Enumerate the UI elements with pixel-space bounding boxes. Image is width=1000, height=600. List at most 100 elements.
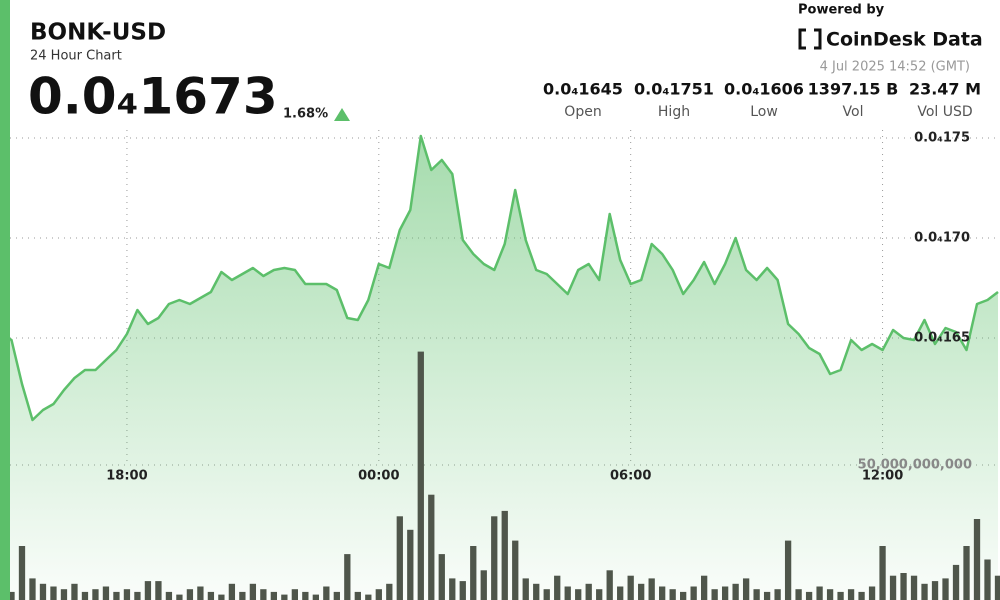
volume-bar <box>270 591 278 600</box>
powered-by: Powered by <box>798 3 885 18</box>
volume-bar <box>375 589 382 600</box>
volume-bar <box>228 583 236 600</box>
volume-bar <box>732 583 739 600</box>
stat-value: 23.47 M <box>909 80 981 99</box>
change: 1.68% <box>283 107 328 122</box>
volume-bar <box>197 586 204 600</box>
y-tick-label: 0.0₄175 <box>914 131 970 146</box>
volume-bar <box>889 575 897 600</box>
brand-icon <box>798 28 822 50</box>
volume-bar <box>795 589 802 600</box>
volume-bar <box>333 591 340 600</box>
volume-bar <box>669 589 676 600</box>
volume-bar <box>837 591 844 600</box>
volume-bar <box>344 554 351 600</box>
volume-bar <box>700 575 708 600</box>
volume-bar <box>690 586 697 600</box>
volume-bar <box>396 516 403 600</box>
volume-bar <box>554 575 561 600</box>
volume-bar <box>606 570 613 600</box>
volume-bar <box>711 589 718 600</box>
volume-bar <box>659 586 666 600</box>
volume-bar <box>721 586 729 600</box>
volume-bar <box>8 591 15 600</box>
stats: 0.0₄1645 Open 0.0₄1751 High 0.0₄1606 Low 1397.… <box>543 80 981 121</box>
volume-bar <box>910 575 918 600</box>
subtitle: 24 Hour Chart <box>30 49 122 64</box>
volume-bar <box>680 591 687 600</box>
volume-bar <box>858 591 865 600</box>
volume-bar <box>239 591 246 600</box>
volume-bar <box>900 573 907 600</box>
volume-bar <box>60 589 68 600</box>
volume-bar <box>218 594 225 600</box>
volume-bar <box>921 583 928 600</box>
stat-label: High <box>658 104 690 120</box>
x-tick-label: 18:00 <box>106 469 147 484</box>
volume-bar <box>155 581 162 600</box>
stat-label: Vol USD <box>917 104 972 120</box>
x-tick-label: 12:00 <box>862 469 903 484</box>
volume-bar <box>596 589 603 600</box>
volume-bar <box>354 591 361 600</box>
volume-bar <box>260 589 267 600</box>
volume-bar <box>994 575 1000 600</box>
volume-bar <box>648 578 655 600</box>
volume-bar <box>18 546 26 600</box>
brand: CoinDesk Data <box>826 29 983 51</box>
volume-bar <box>386 583 393 600</box>
volume-bar <box>407 529 414 600</box>
volume-bar <box>323 586 330 600</box>
volume-bar <box>522 578 529 600</box>
x-tick-label: 06:00 <box>610 469 651 484</box>
volume-bar <box>113 591 120 600</box>
volume-bar <box>459 581 466 600</box>
volume-bar <box>249 583 257 600</box>
volume-bar <box>826 589 834 600</box>
volume-bar <box>952 564 960 600</box>
volume-bar <box>963 546 970 600</box>
volume-bar <box>742 578 750 600</box>
volume-bar <box>186 589 194 600</box>
x-tick-label: 00:00 <box>358 469 399 484</box>
volume-bar <box>973 519 981 600</box>
volume-bar <box>417 351 424 600</box>
volume-bar <box>816 586 823 600</box>
volume-bar <box>81 591 89 600</box>
volume-bar <box>491 516 498 600</box>
volume-bar <box>575 589 582 600</box>
price-line <box>0 134 999 422</box>
stat-value: 0.0₄1645 <box>543 80 623 99</box>
accent-strip <box>0 0 10 600</box>
volume-bar <box>312 594 319 600</box>
volume-bar <box>638 583 645 600</box>
up-arrow <box>334 108 350 121</box>
stat-label: Open <box>564 104 601 120</box>
volume-bar <box>134 591 141 600</box>
volume-bar <box>617 586 624 600</box>
volume-bar <box>868 586 876 600</box>
volume-bar <box>753 589 760 600</box>
volume-bar <box>480 570 487 600</box>
volume-bar <box>543 589 550 600</box>
volume-bar <box>281 594 288 600</box>
y-tick-label: 0.0₄170 <box>914 231 970 246</box>
volume-bar <box>501 510 508 600</box>
stat-label: Low <box>750 104 778 120</box>
volume-bar <box>428 494 435 600</box>
volume-bar <box>302 591 309 600</box>
data <box>0 134 1000 600</box>
labels: 18:00 00:00 06:00 12:00 0.0₄165 0.0₄170 0.0₄17… <box>106 131 972 484</box>
volume-bar <box>627 575 634 600</box>
volume-bar <box>512 540 519 600</box>
volume-bar <box>564 586 571 600</box>
volume-bar <box>144 581 152 600</box>
volume-bar <box>984 559 991 600</box>
price-area <box>1 136 998 600</box>
volume-bar <box>774 589 781 600</box>
y2-tick-label: 50,000,000,000 <box>858 458 972 473</box>
volume-bar <box>71 583 78 600</box>
volume-bar <box>470 546 477 600</box>
stat-value: 0.0₄1751 <box>634 80 714 99</box>
